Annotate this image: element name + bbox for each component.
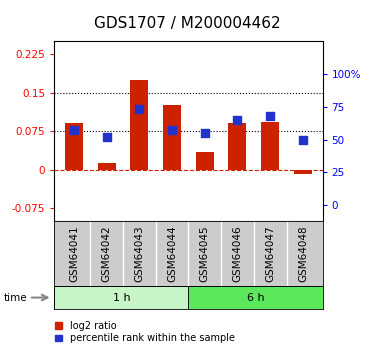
Text: time: time (4, 293, 27, 303)
Point (136, 107, 142, 112)
Point (300, 137, 306, 142)
Bar (294, 169, 312, 174)
Point (71, 128, 77, 133)
Bar (65, 124, 83, 169)
Text: GSM64046: GSM64046 (232, 225, 243, 282)
Bar (188, 286, 322, 309)
Text: GSM64041: GSM64041 (69, 225, 79, 282)
Point (234, 117, 240, 123)
Text: GSM64045: GSM64045 (200, 225, 210, 282)
Legend: log2 ratio, percentile rank within the sample: log2 ratio, percentile rank within the s… (56, 321, 235, 344)
Text: GSM64047: GSM64047 (265, 225, 275, 282)
Bar (163, 106, 181, 169)
Text: 6 h: 6 h (247, 293, 264, 303)
Point (267, 113, 273, 119)
Bar (54, 286, 188, 309)
Point (202, 130, 208, 136)
Text: GDS1707 / M200004462: GDS1707 / M200004462 (94, 16, 281, 30)
Bar (261, 122, 279, 169)
Text: GSM64042: GSM64042 (102, 225, 112, 282)
Bar (196, 151, 214, 169)
Bar (130, 80, 148, 169)
Text: GSM64043: GSM64043 (134, 225, 144, 282)
Text: GSM64048: GSM64048 (298, 225, 308, 282)
Text: GSM64044: GSM64044 (167, 225, 177, 282)
Bar (98, 164, 116, 169)
Point (169, 128, 175, 133)
Bar (228, 124, 246, 169)
Text: 1 h: 1 h (112, 293, 130, 303)
Point (104, 134, 110, 140)
